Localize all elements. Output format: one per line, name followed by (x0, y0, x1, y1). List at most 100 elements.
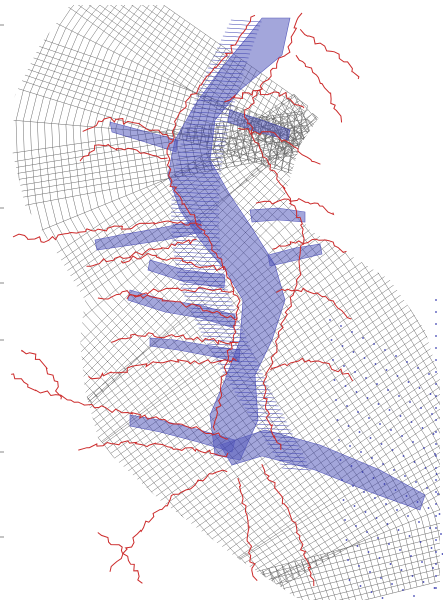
water-hatch-line (217, 47, 252, 51)
boundary-node (435, 491, 437, 493)
boundary-node (421, 427, 424, 429)
water-hatch-line (194, 319, 240, 323)
boundary-node (387, 389, 389, 391)
boundary-node (352, 485, 354, 487)
boundary-node (372, 477, 375, 479)
grid-along-line (58, 5, 345, 600)
water-hatch-line (182, 291, 230, 295)
boundary-node (378, 557, 381, 559)
shoreline-segment (109, 469, 228, 572)
boundary-node (413, 595, 415, 597)
water-hatch-line (224, 31, 258, 35)
water-hatch-line (272, 451, 303, 455)
water-hatch-line (211, 351, 254, 355)
water-hatch-line (218, 43, 253, 47)
boundary-node (347, 425, 350, 427)
water-hatch-line (193, 103, 234, 107)
boundary-node (419, 541, 422, 543)
boundary-node (361, 471, 364, 473)
water-hatch-line (252, 419, 287, 423)
boundary-node (421, 561, 423, 563)
boundary-node (374, 497, 376, 499)
boundary-node (435, 311, 437, 313)
grid-along-line (94, 5, 375, 598)
shoreline-segment (120, 252, 225, 272)
boundary-node (426, 487, 428, 489)
boundary-node (350, 465, 353, 467)
water-hatch-line (172, 243, 221, 247)
boundary-node (435, 383, 437, 385)
water-hatch-line (259, 431, 293, 435)
boundary-node (431, 413, 433, 415)
boundary-node (365, 377, 367, 379)
boundary-node (391, 449, 394, 451)
tributary-east-2 (267, 243, 323, 267)
boundary-node (396, 375, 399, 377)
boundary-node (336, 419, 339, 421)
grid-along-line (12, 5, 291, 600)
boundary-node (435, 431, 437, 433)
boundary-node (374, 363, 377, 365)
water-hatch-line (239, 399, 277, 403)
boundary-node (429, 393, 432, 395)
water-hatch-line (209, 63, 246, 67)
grid-along-line (151, 30, 424, 586)
shoreline-segment (272, 238, 347, 253)
grid-along-line (213, 62, 440, 572)
boundary-node (338, 439, 340, 441)
grid-along-line (22, 5, 315, 600)
water-hatch-line (204, 339, 249, 343)
boundary-node (435, 563, 437, 565)
boundary-node (440, 533, 442, 535)
boundary-node (420, 407, 422, 409)
shoreline-segment (255, 197, 335, 216)
boundary-node (435, 503, 437, 505)
water-hatch-line (185, 299, 233, 303)
boundary-node (415, 481, 417, 483)
grid-along-line (179, 44, 440, 580)
boundary-node (370, 591, 373, 593)
boundary-node (343, 365, 345, 367)
boundary-node (333, 379, 336, 381)
grid-along-line (172, 41, 440, 581)
water-hatch-line (171, 203, 219, 207)
water-hatch-line (197, 91, 238, 95)
water-hatch-line (188, 115, 231, 119)
shoreline-segment (224, 89, 305, 109)
water-hatch-line (194, 99, 236, 103)
boundary-node (435, 347, 437, 349)
water-hatch-line (184, 127, 229, 131)
water-hatch-line (181, 287, 228, 291)
water-hatch-line (181, 139, 226, 143)
water-hatch-line (213, 55, 249, 59)
boundary-node (394, 489, 397, 491)
boundary-node (424, 467, 427, 469)
water-hatch-line (176, 271, 225, 275)
shoreline-segment (295, 54, 343, 123)
boundary-node (410, 555, 412, 557)
grid-along-line (158, 34, 430, 584)
water-hatch-line (179, 147, 225, 151)
water-hatch-line (213, 355, 256, 359)
boundary-node (366, 531, 368, 533)
boundary-node (435, 419, 437, 421)
boundary-node (369, 437, 372, 439)
boundary-node (386, 523, 389, 525)
shoreline-segment (11, 373, 229, 440)
boundary-node (401, 435, 403, 437)
water-hatch-line (227, 379, 267, 383)
shoreline-segment (21, 349, 62, 400)
grid-along-line (29, 5, 321, 600)
water-hatch-line (184, 295, 231, 299)
water-hatch-line (200, 83, 240, 87)
boundary-node (368, 417, 370, 419)
water-hatch-line (172, 191, 220, 195)
boundary-node (344, 519, 346, 521)
boundary-node (435, 443, 437, 445)
water-hatch-line (178, 151, 224, 155)
boundary-node (435, 587, 437, 589)
boundary-node (432, 567, 434, 569)
boundary-node (417, 367, 419, 369)
boundary-node (380, 577, 382, 579)
